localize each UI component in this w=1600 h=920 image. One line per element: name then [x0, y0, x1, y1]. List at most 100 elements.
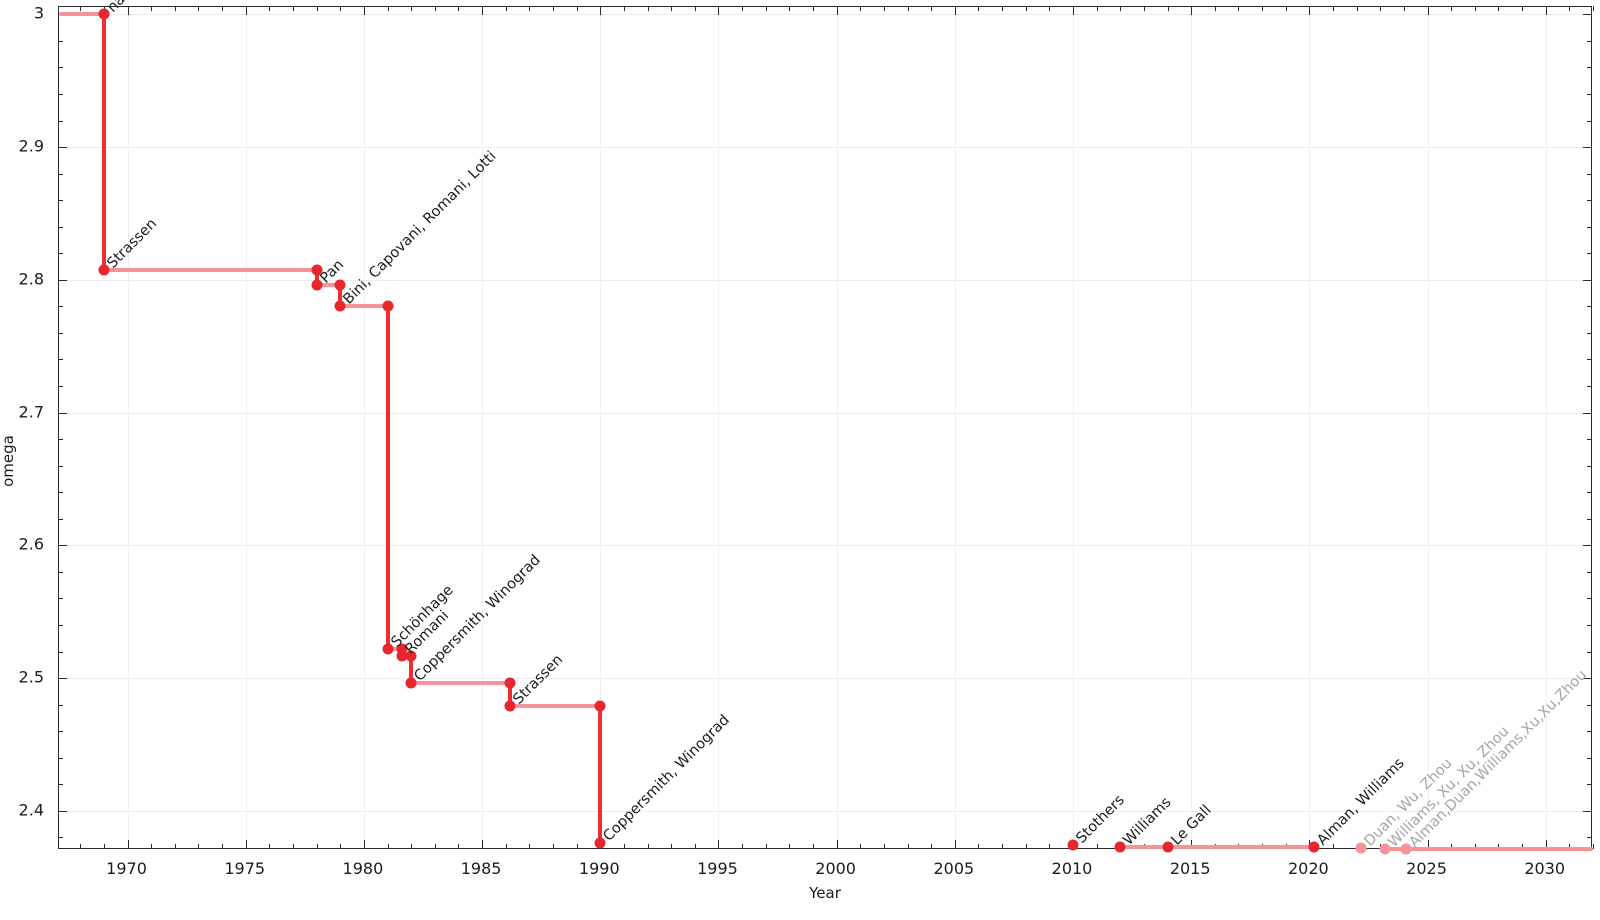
x-tick-minor: [1522, 6, 1524, 11]
data-point-marker[interactable]: [334, 279, 346, 291]
data-point-marker[interactable]: [1355, 842, 1367, 854]
x-tick-major-top: [600, 6, 602, 15]
data-point-marker[interactable]: [405, 650, 417, 661]
data-point-marker[interactable]: [396, 643, 408, 655]
gridline-horizontal: [59, 678, 1591, 680]
data-point-marker[interactable]: [1308, 841, 1320, 853]
data-point-marker[interactable]: [334, 300, 346, 312]
y-tick-minor: [1587, 784, 1592, 786]
data-point-marker[interactable]: [311, 279, 323, 291]
x-tick-minor: [529, 6, 531, 11]
data-point-marker[interactable]: [1114, 841, 1126, 853]
y-tick-minor: [1587, 571, 1592, 573]
data-point-marker[interactable]: [382, 643, 394, 655]
y-tick-major-right: [1583, 147, 1592, 149]
step-segment-vertical: [314, 269, 319, 286]
step-segment-horizontal: [510, 703, 601, 708]
series-annotation-label: Strassen: [510, 651, 567, 708]
x-tick-minor: [198, 6, 200, 11]
y-tick-minor: [1587, 731, 1592, 733]
data-point-marker[interactable]: [594, 837, 606, 849]
y-tick-major: [58, 545, 67, 547]
data-point-marker[interactable]: [98, 8, 110, 20]
step-segment-vertical: [508, 683, 513, 706]
series-annotation-label: Stothers: [1073, 792, 1128, 848]
y-tick-minor: [58, 704, 63, 706]
y-tick-minor: [58, 651, 63, 653]
x-tick-major: [836, 840, 838, 849]
x-tick-minor: [1356, 6, 1358, 11]
gridline-vertical: [600, 7, 602, 848]
x-tick-minor: [978, 844, 980, 849]
x-tick-label: 2000: [815, 859, 856, 878]
data-point-marker[interactable]: [382, 300, 394, 312]
y-tick-minor: [58, 571, 63, 573]
x-tick-major: [482, 840, 484, 849]
step-segment-horizontal: [340, 304, 388, 309]
series-annotation-label: Williams, Xu, Xu, Zhou: [1385, 723, 1513, 851]
y-tick-minor: [58, 386, 63, 388]
x-tick-minor: [813, 844, 814, 849]
series-annotation-label: Alman,Duan,Williams,Xu,Xu,Zhou: [1406, 666, 1591, 851]
x-tick-minor: [978, 6, 980, 11]
x-tick-minor: [1474, 6, 1476, 11]
data-point-marker[interactable]: [504, 700, 516, 712]
data-point-marker[interactable]: [98, 264, 110, 276]
x-tick-major: [127, 840, 129, 849]
data-point-marker[interactable]: [1067, 839, 1079, 851]
gridline-vertical: [245, 7, 247, 848]
data-point-marker[interactable]: [396, 650, 408, 661]
step-segment-horizontal: [1406, 846, 1593, 851]
x-tick-label: 2030: [1524, 859, 1566, 878]
x-tick-minor: [1002, 844, 1004, 849]
step-segment-vertical: [101, 14, 106, 270]
x-tick-minor: [931, 844, 933, 849]
step-segment-vertical: [385, 306, 390, 649]
y-tick-minor: [1587, 306, 1592, 308]
y-tick-major-right: [1583, 14, 1592, 16]
x-tick-minor: [269, 6, 271, 11]
y-tick-label: 2.7: [18, 402, 44, 422]
x-tick-minor: [505, 6, 507, 11]
data-point-marker[interactable]: [504, 677, 516, 689]
x-tick-minor: [1569, 6, 1571, 11]
data-point-marker[interactable]: [405, 677, 417, 689]
x-tick-minor: [1262, 6, 1264, 11]
x-tick-label: 1975: [224, 859, 266, 878]
x-tick-minor: [907, 6, 909, 11]
step-segment-horizontal: [411, 681, 511, 686]
y-tick-minor: [58, 624, 63, 626]
gridline-horizontal: [59, 147, 1591, 149]
data-point-marker[interactable]: [311, 264, 323, 276]
y-tick-minor: [58, 757, 63, 759]
x-tick-minor: [647, 6, 649, 11]
x-tick-minor: [1238, 6, 1240, 11]
data-point-marker[interactable]: [1162, 841, 1174, 853]
x-tick-minor: [174, 6, 176, 11]
x-tick-minor: [813, 6, 814, 11]
y-tick-minor: [58, 465, 63, 467]
y-tick-minor: [1587, 837, 1592, 839]
x-tick-label: 1980: [342, 859, 384, 878]
data-point-marker[interactable]: [1400, 843, 1412, 855]
gridline-vertical: [363, 7, 365, 848]
x-tick-major-top: [836, 6, 838, 15]
x-axis-title: Year: [809, 884, 841, 902]
x-tick-minor: [387, 6, 389, 11]
x-tick-minor: [198, 844, 200, 849]
y-tick-minor: [1587, 518, 1592, 520]
data-point-marker[interactable]: [1379, 843, 1391, 855]
data-point-marker[interactable]: [594, 700, 606, 712]
x-tick-minor: [1025, 844, 1027, 849]
x-tick-minor: [411, 844, 413, 849]
gridline-vertical: [1545, 7, 1547, 848]
gridline-vertical: [1073, 7, 1074, 848]
y-tick-minor: [58, 253, 63, 255]
x-tick-minor: [1451, 844, 1453, 849]
y-tick-minor: [1587, 120, 1592, 122]
x-tick-minor: [1380, 6, 1382, 11]
x-tick-minor: [1333, 6, 1334, 11]
gridline-horizontal: [59, 412, 1591, 414]
y-tick-major-right: [1583, 279, 1592, 281]
y-tick-label: 2.5: [18, 667, 44, 687]
